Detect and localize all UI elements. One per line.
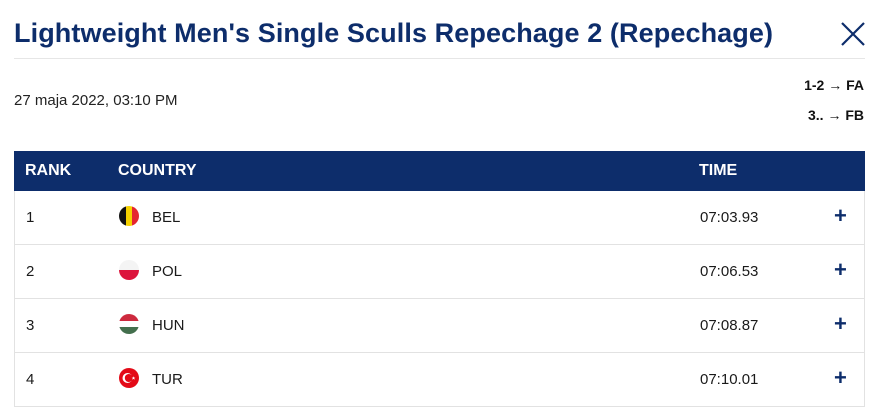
country-cell: TUR [152, 371, 183, 388]
progression-final: FA [846, 77, 864, 93]
table-row[interactable]: 2 POL 07:06.53 + [14, 245, 865, 299]
header-divider [14, 58, 865, 59]
progression-ranks: 3.. [807, 107, 824, 123]
arrow-right-icon: → [828, 77, 843, 93]
race-date: 27 maja 2022, 03:10 PM [14, 92, 178, 109]
table-row[interactable]: 3 HUN 07:08.87 + [14, 299, 865, 353]
rank-cell: 4 [26, 371, 35, 388]
rank-cell: 1 [26, 209, 35, 226]
progression-ranks: 1-2 [804, 77, 825, 93]
turkey-flag-icon [119, 368, 139, 388]
table-header: RANK COUNTRY TIME [14, 151, 865, 191]
time-cell: 07:06.53 [700, 263, 759, 280]
table-row[interactable]: 4 TUR 07:10.01 + [14, 353, 865, 407]
rank-cell: 3 [26, 317, 35, 334]
country-cell: BEL [152, 209, 181, 226]
belgium-flag-icon [119, 206, 139, 226]
rank-cell: 2 [26, 263, 35, 280]
expand-icon[interactable]: + [834, 203, 847, 228]
progression-final: FB [845, 107, 864, 123]
country-cell: HUN [152, 317, 185, 334]
country-cell: POL [152, 263, 183, 280]
hungary-flag-icon [119, 314, 139, 334]
results-table: RANK COUNTRY TIME 1 BEL 07:03.93 + 2 POL… [14, 151, 865, 407]
close-icon[interactable] [839, 20, 867, 48]
expand-icon[interactable]: + [834, 311, 847, 336]
table-row[interactable]: 1 BEL 07:03.93 + [14, 191, 865, 245]
poland-flag-icon [119, 260, 139, 280]
page-title: Lightweight Men's Single Sculls Repechag… [14, 18, 774, 48]
time-cell: 07:08.87 [700, 317, 759, 334]
expand-icon[interactable]: + [834, 257, 847, 282]
expand-icon[interactable]: + [834, 365, 847, 390]
column-header-time: TIME [699, 162, 738, 179]
column-header-country: COUNTRY [118, 162, 197, 179]
progression-rule: 1-2 → FA [804, 77, 864, 93]
time-cell: 07:10.01 [700, 371, 759, 388]
column-header-rank: RANK [25, 162, 72, 179]
arrow-right-icon: → [827, 107, 842, 123]
progression-rule: 3.. → FB [808, 107, 864, 123]
time-cell: 07:03.93 [700, 209, 759, 226]
